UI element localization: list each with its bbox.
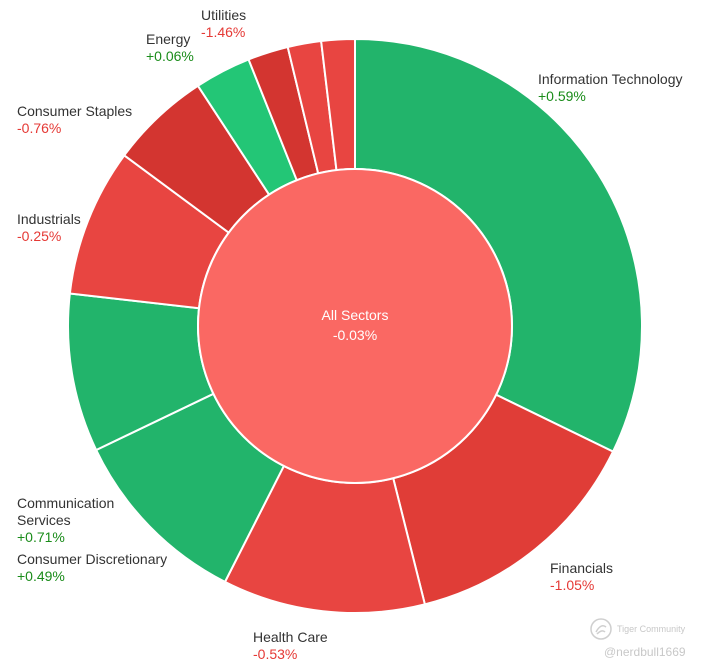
change-consumer-discretionary: +0.49% <box>17 568 65 584</box>
change-energy: +0.06% <box>146 48 194 64</box>
center-label: All Sectors <box>322 307 389 323</box>
change-information-technology: +0.59% <box>538 88 586 104</box>
sector-ring <box>67 37 643 614</box>
label-industrials: Industrials <box>17 211 81 227</box>
label-energy: Energy <box>146 31 190 47</box>
center-disc[interactable] <box>197 168 513 484</box>
label-communication-services: Communication Services <box>17 495 118 528</box>
label-consumer-staples: Consumer Staples <box>17 103 132 119</box>
change-financials: -1.05% <box>550 577 594 593</box>
label-consumer-discretionary: Consumer Discretionary <box>17 551 167 567</box>
change-health-care: -0.53% <box>253 646 297 662</box>
label-information-technology: Information Technology <box>538 71 683 87</box>
center-change: -0.03% <box>333 327 377 343</box>
watermark-brand: Tiger Community <box>617 624 686 634</box>
watermark-user: @nerdbull1669 <box>604 645 686 659</box>
change-consumer-staples: -0.76% <box>17 120 61 136</box>
label-financials: Financials <box>550 560 613 576</box>
label-utilities: Utilities <box>201 7 246 23</box>
change-industrials: -0.25% <box>17 228 61 244</box>
change-utilities: -1.46% <box>201 24 245 40</box>
label-health-care: Health Care <box>253 629 328 645</box>
tiger-logo-icon <box>590 618 612 640</box>
watermark-logo: Tiger Community <box>589 617 693 641</box>
change-communication-services: +0.71% <box>17 529 65 545</box>
